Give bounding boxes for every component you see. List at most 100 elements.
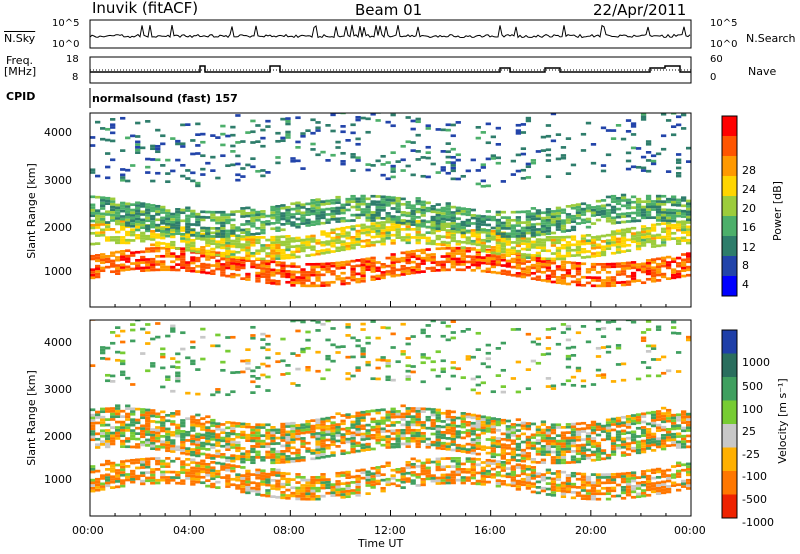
heatmap-cell (505, 270, 511, 274)
heatmap-cell (325, 433, 331, 436)
heatmap-cell (195, 256, 201, 260)
heatmap-cell (250, 211, 256, 215)
heatmap-cell (400, 259, 406, 263)
heatmap-cell (210, 216, 216, 219)
heatmap-cell (200, 459, 206, 463)
heatmap-cell (245, 254, 251, 258)
heatmap-cell (280, 214, 286, 218)
heatmap-cell (125, 407, 131, 410)
heatmap-cell (365, 429, 371, 432)
heatmap-cell (580, 443, 587, 447)
heatmap-cell (125, 207, 131, 211)
heatmap-cell (320, 425, 326, 429)
heatmap-cell (405, 480, 411, 483)
heatmap-cell (515, 418, 522, 422)
heatmap-cell (390, 196, 396, 200)
heatmap-cell (340, 243, 346, 246)
heatmap-cell (125, 423, 131, 427)
heatmap-cell (195, 424, 201, 428)
heatmap-cell (635, 203, 642, 206)
heatmap-cell (135, 258, 141, 262)
heatmap-cell (465, 241, 471, 245)
heatmap-cell (435, 463, 441, 466)
heatmap-cell (130, 214, 136, 217)
heatmap-cell (105, 434, 111, 438)
heatmap-cell (390, 217, 396, 221)
heatmap-cell (515, 327, 522, 331)
heatmap-cell (580, 242, 587, 246)
heatmap-cell (365, 341, 371, 345)
heatmap-cell (525, 271, 532, 274)
heatmap-cell (635, 234, 642, 237)
heatmap-cell (525, 162, 532, 166)
heatmap-cell (575, 331, 582, 335)
heatmap-cell (545, 263, 552, 267)
heatmap-cell (300, 241, 306, 245)
heatmap-cell (560, 227, 567, 231)
heatmap-cell (630, 237, 637, 241)
heatmap-cell (295, 204, 301, 207)
heatmap-cell (150, 206, 156, 210)
heatmap-cell (140, 413, 146, 417)
heatmap-cell (385, 429, 391, 433)
heatmap-cell (320, 262, 326, 266)
heatmap-cell (665, 263, 672, 267)
heatmap-cell (555, 252, 562, 255)
freq-tick-low: 8 (72, 72, 79, 83)
heatmap-cell (235, 424, 241, 428)
heatmap-cell (385, 364, 391, 368)
heatmap-cell (225, 440, 231, 443)
heatmap-cell (510, 433, 517, 437)
heatmap-cell (145, 438, 151, 442)
heatmap-cell (605, 211, 612, 215)
heatmap-cell (300, 486, 306, 490)
heatmap-cell (125, 412, 131, 416)
heatmap-cell (640, 166, 647, 170)
heatmap-cell (260, 212, 266, 216)
heatmap-cell (370, 275, 376, 279)
heatmap-cell (440, 243, 446, 247)
heatmap-cell (210, 269, 216, 273)
heatmap-cell (205, 431, 211, 435)
heatmap-cell (130, 339, 136, 343)
heatmap-cell (225, 485, 231, 488)
heatmap-cell (315, 206, 321, 210)
heatmap-cell (275, 249, 281, 252)
heatmap-cell (680, 266, 687, 270)
heatmap-cell (290, 250, 296, 254)
heatmap-cell (155, 434, 161, 438)
heatmap-cell (165, 242, 171, 246)
heatmap-cell (550, 437, 557, 440)
heatmap-cell (645, 227, 652, 230)
heatmap-cell (680, 204, 687, 208)
heatmap-cell (520, 469, 527, 473)
heatmap-cell (200, 447, 206, 450)
heatmap-cell (205, 255, 211, 259)
heatmap-cell (415, 133, 421, 137)
heatmap-cell (210, 469, 216, 472)
heatmap-cell (430, 220, 436, 224)
heatmap-cell (190, 439, 196, 443)
heatmap-cell (165, 433, 171, 436)
heatmap-cell (405, 364, 411, 368)
heatmap-cell (140, 237, 146, 240)
heatmap-cell (520, 464, 527, 468)
heatmap-cell (155, 128, 161, 132)
heatmap-cell (275, 360, 281, 364)
heatmap-cell (440, 321, 446, 325)
heatmap-cell (425, 443, 431, 446)
heatmap-cell (310, 248, 316, 251)
heatmap-cell (175, 360, 181, 364)
heatmap-cell (90, 422, 96, 425)
heatmap-cell (190, 415, 196, 419)
heatmap-cell (580, 480, 587, 484)
heatmap-cell (400, 350, 406, 353)
heatmap-cell (195, 446, 201, 450)
heatmap-cell (275, 254, 281, 258)
heatmap-cell (300, 216, 306, 220)
heatmap-cell (370, 409, 376, 413)
heatmap-cell (610, 230, 617, 234)
heatmap-cell (580, 234, 587, 238)
heatmap-cell (475, 439, 481, 442)
heatmap-cell (410, 220, 416, 224)
